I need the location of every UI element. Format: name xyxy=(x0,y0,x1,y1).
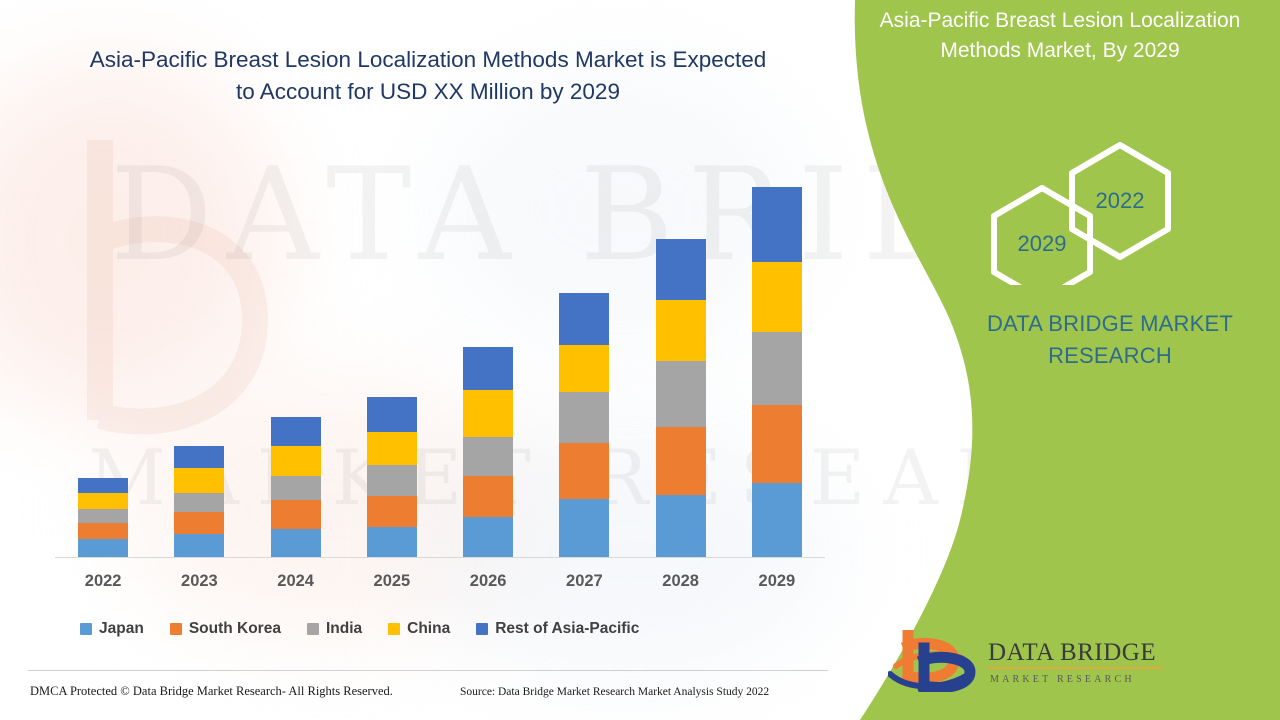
bar-2023[interactable] xyxy=(174,445,225,557)
bar-segment xyxy=(174,492,225,513)
bar-segment xyxy=(174,534,225,557)
x-axis-label-2029: 2029 xyxy=(758,572,796,590)
bar-segment xyxy=(366,397,417,432)
brand-name-line-1: DATA BRIDGE MARKET xyxy=(986,311,1234,336)
bar-segment xyxy=(655,360,706,427)
chart-legend: Japan South Korea India China Rest of Asia-P… xyxy=(80,616,820,642)
bar-segment xyxy=(174,467,225,493)
bar-segment xyxy=(78,509,129,524)
bar-segment xyxy=(366,527,417,557)
data-bridge-logo: DATA BRIDGE MARKET RESEARCH xyxy=(887,626,1188,694)
bar-segment xyxy=(463,390,514,437)
bar-2029[interactable] xyxy=(751,186,802,557)
legend-item-rest-of-asia-pacific[interactable]: Rest of Asia-Pacific xyxy=(476,620,639,638)
x-axis-label-2027: 2027 xyxy=(566,572,603,590)
legend-item-india[interactable]: India xyxy=(306,620,363,638)
bar-2028[interactable] xyxy=(655,239,706,557)
bar-segment xyxy=(559,293,610,345)
data-bridge-logo-icon: DATA BRIDGE MARKET RESEARCH xyxy=(887,626,1163,694)
green-side-panel: Asia-Pacific Breast Lesion Localization … xyxy=(820,0,1280,720)
legend-swatch-icon xyxy=(476,623,489,635)
bar-segment xyxy=(366,496,417,528)
legend-label: India xyxy=(325,620,363,637)
x-axis-label-2028: 2028 xyxy=(662,572,699,590)
x-axis-label-2023: 2023 xyxy=(181,572,218,590)
x-axis-labels: 2022 2023 2024 2025 2026 2027 2028 2029 xyxy=(55,572,825,596)
bar-segment xyxy=(366,431,417,465)
brand-name-line-2: RESEARCH xyxy=(1048,342,1172,368)
legend-label: Japan xyxy=(99,620,144,637)
legend-item-japan[interactable]: Japan xyxy=(80,620,144,638)
bar-segment xyxy=(751,482,802,557)
x-axis-label-2025: 2025 xyxy=(373,572,411,590)
bar-2024[interactable] xyxy=(270,417,321,557)
x-axis-line xyxy=(55,557,825,558)
bar-segment xyxy=(78,539,129,557)
hex-2022-shape xyxy=(1069,142,1171,260)
bar-2026[interactable] xyxy=(463,346,514,557)
bar-segment xyxy=(559,392,610,443)
bar-segment xyxy=(463,346,514,391)
bar-segment xyxy=(463,436,514,476)
legend-label: South Korea xyxy=(188,620,281,637)
bar-2025[interactable] xyxy=(366,397,417,557)
legend-label: Rest of Asia-Pacific xyxy=(495,620,640,637)
green-panel-shape xyxy=(854,0,1280,720)
legend-swatch-icon xyxy=(388,623,401,635)
bar-segment xyxy=(463,475,514,518)
bar-segment xyxy=(655,239,706,300)
bar-2027[interactable] xyxy=(559,293,610,557)
bar-segment xyxy=(270,500,321,530)
x-axis-label-2026: 2026 xyxy=(469,572,507,590)
bar-segment xyxy=(751,331,802,406)
bar-segment xyxy=(559,344,610,393)
brand-name: DATA BRIDGE MARKET RESEARCH xyxy=(970,308,1250,371)
bar-segment xyxy=(270,475,321,501)
bar-segment xyxy=(174,512,225,535)
legend-swatch-icon xyxy=(306,623,319,635)
bar-segment xyxy=(655,299,706,361)
hex-2029-label: 2029 xyxy=(1017,231,1067,256)
bar-segment xyxy=(78,477,129,493)
bar-segment xyxy=(559,499,610,557)
page-title: Asia-Pacific Breast Lesion Localization … xyxy=(89,47,767,104)
bar-segment xyxy=(174,445,225,468)
bar-segment xyxy=(78,492,129,510)
x-axis-label-2024: 2024 xyxy=(277,572,314,590)
bar-segment xyxy=(78,523,129,540)
bar-segment xyxy=(270,417,321,446)
legend-item-south-korea[interactable]: South Korea xyxy=(169,620,281,638)
legend-item-china[interactable]: China xyxy=(388,620,450,638)
bar-segment xyxy=(463,517,514,557)
bar-segment xyxy=(270,445,321,476)
chart-plot-area xyxy=(55,160,825,558)
copyright-notice: DMCA Protected © Data Bridge Market Rese… xyxy=(30,684,393,698)
bar-2022[interactable] xyxy=(78,477,129,557)
legend-label: China xyxy=(407,620,451,637)
bar-segment xyxy=(270,529,321,557)
footer-divider xyxy=(28,670,828,671)
logo-primary-text: DATA BRIDGE xyxy=(988,639,1156,666)
bar-segment xyxy=(655,427,706,496)
source-note: Source: Data Bridge Market Research Mark… xyxy=(460,686,770,698)
bar-segment xyxy=(751,262,802,332)
bar-segment xyxy=(559,442,610,500)
logo-secondary-text: MARKET RESEARCH xyxy=(990,674,1135,685)
bar-segment xyxy=(655,495,706,557)
x-axis-label-2022: 2022 xyxy=(84,572,122,590)
legend-swatch-icon xyxy=(80,623,92,635)
legend-swatch-icon xyxy=(169,623,182,635)
hex-badge-group: 2022 2029 xyxy=(980,140,1210,303)
bar-segment xyxy=(751,186,802,263)
stacked-bar-chart xyxy=(55,160,825,560)
bar-segment xyxy=(751,405,802,483)
bar-segment xyxy=(366,464,417,497)
hex-2022-label: 2022 xyxy=(1095,188,1145,213)
green-panel-title: Asia-Pacific Breast Lesion Localization … xyxy=(879,9,1241,62)
